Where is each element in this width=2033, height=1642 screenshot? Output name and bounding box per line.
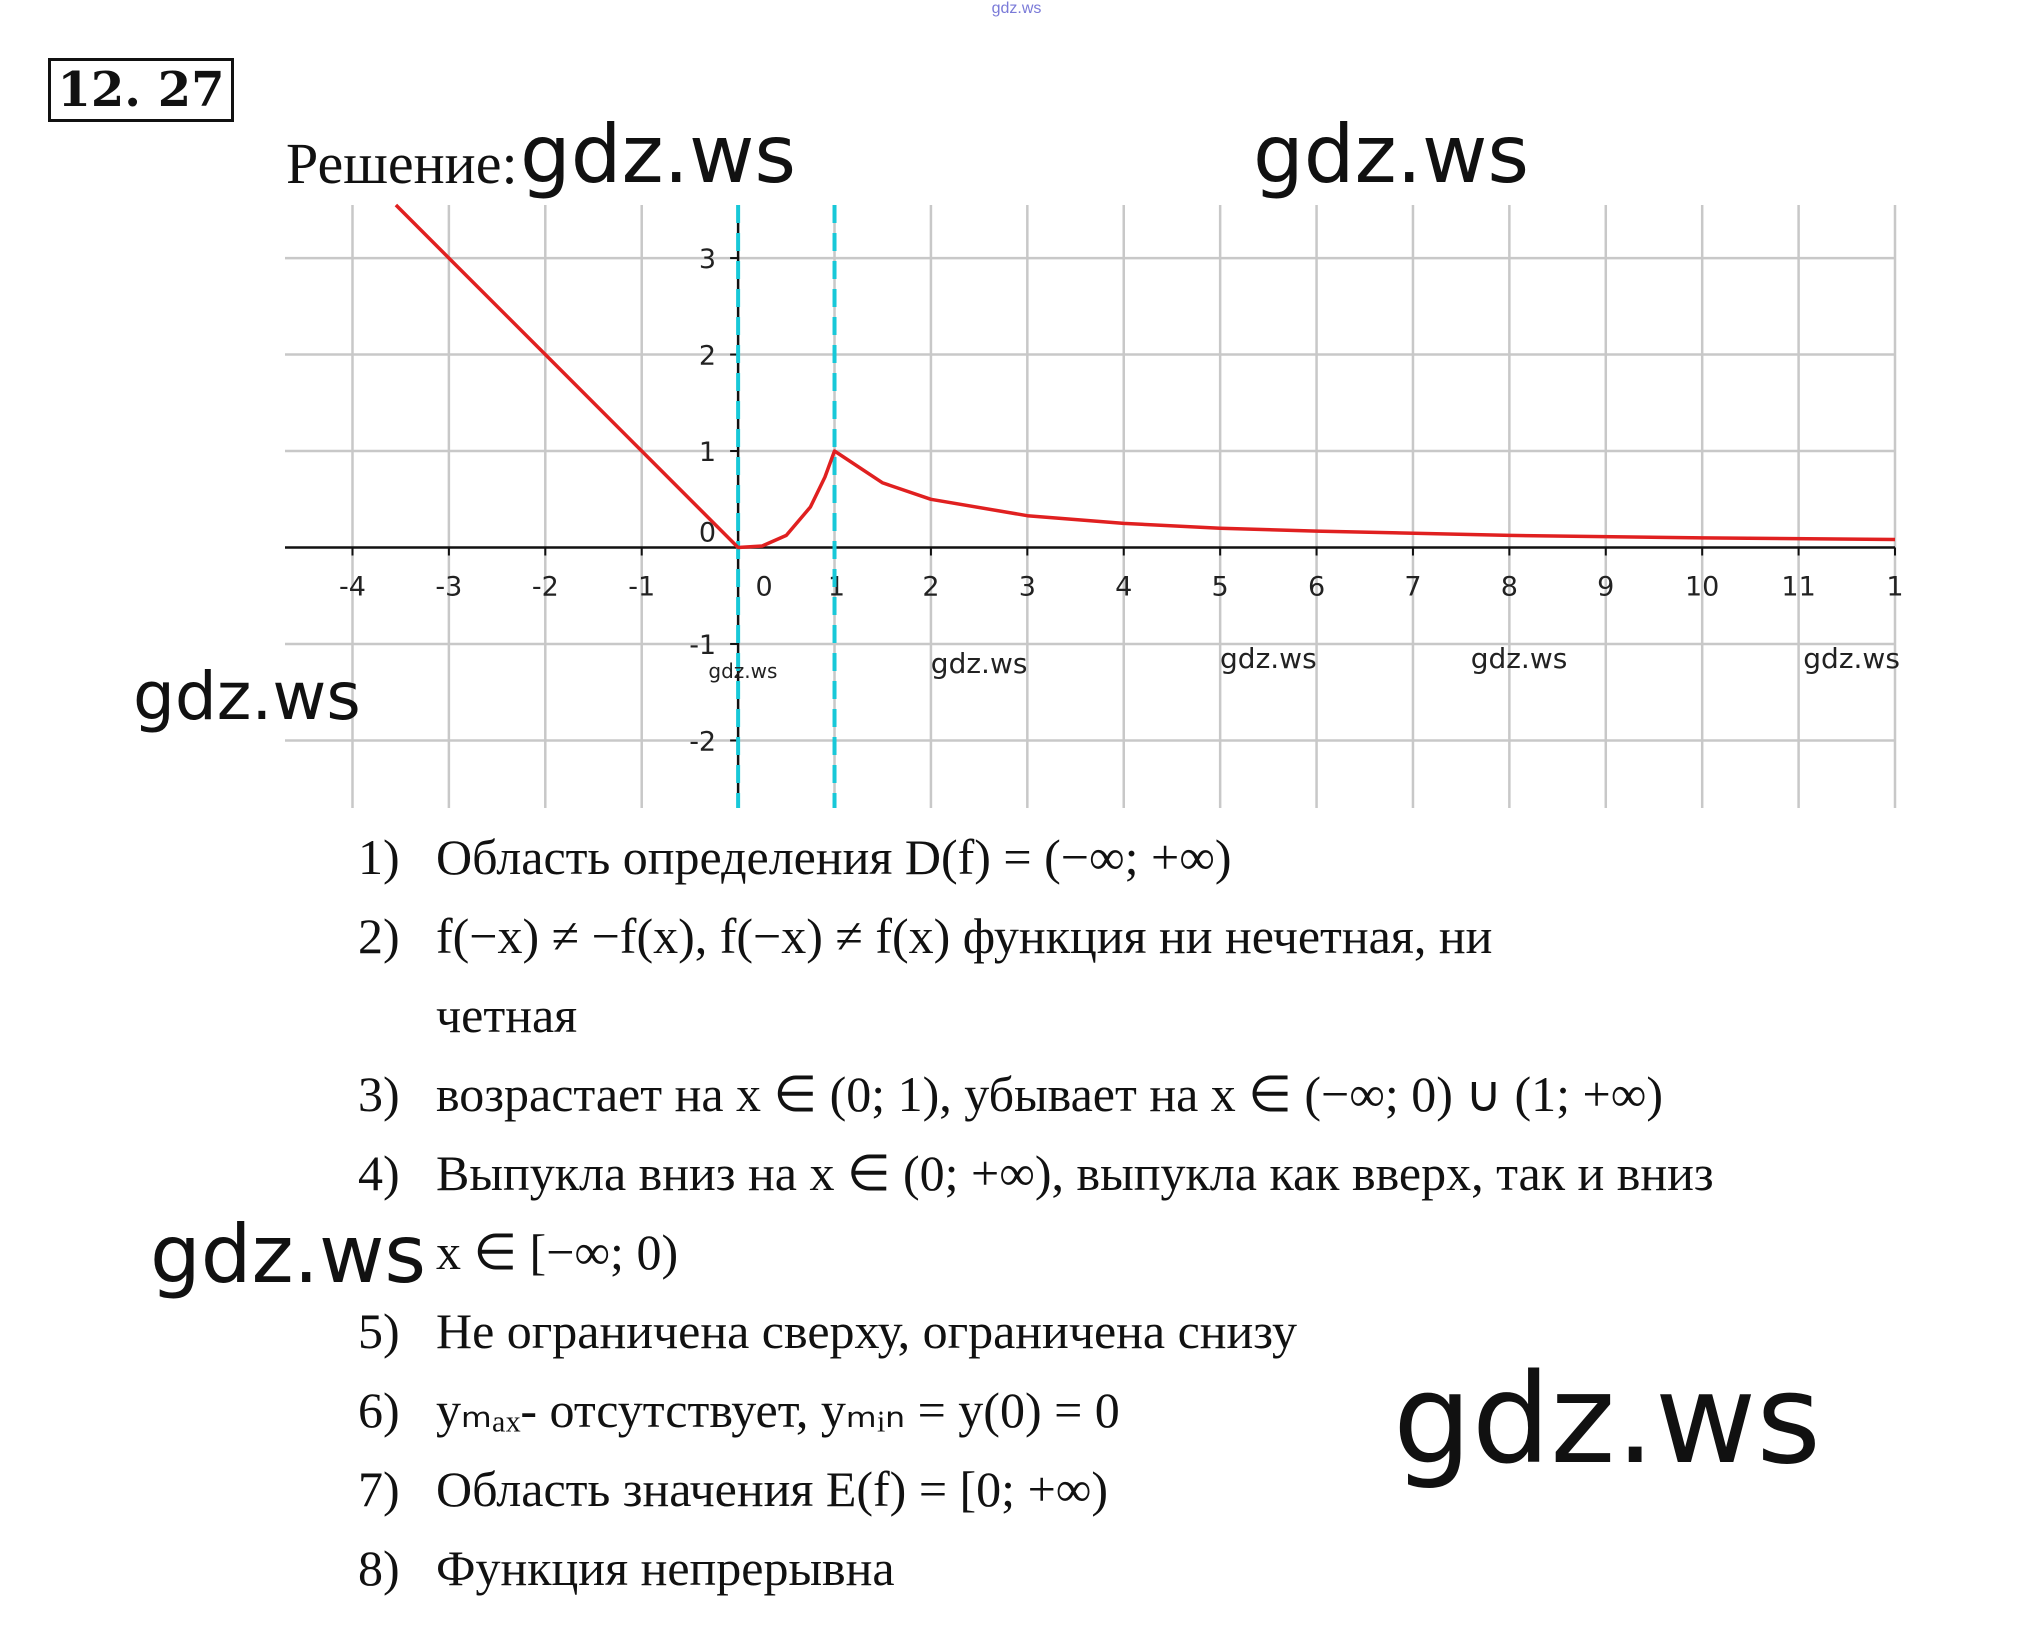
x-tick-label: -1	[628, 572, 655, 603]
list-item: 6) yₘₐₓ- отсутствует, yₘᵢₙ = y(0) = 0	[358, 1371, 1714, 1450]
list-item: 2) f(−x) ≠ −f(x), f(−x) ≠ f(x) функция н…	[358, 897, 1714, 1055]
item-text: Область определения D(f) = (−∞; +∞)	[436, 829, 1232, 885]
list-item: 8) Функция непрерывна	[358, 1529, 1714, 1608]
item-number: 8)	[358, 1540, 400, 1596]
watermark: gdz.ws	[1393, 1348, 1821, 1492]
item-text: yₘₐₓ- отсутствует, yₘᵢₙ = y(0) = 0	[436, 1382, 1120, 1438]
watermark: gdz.ws	[520, 108, 797, 201]
x-tick-label: 1	[828, 572, 845, 603]
item-number: 1)	[358, 829, 400, 885]
y-tick-label: 3	[699, 244, 716, 275]
x-tick-label: -4	[339, 572, 366, 603]
item-number: 4)	[358, 1145, 400, 1201]
x-tick-label: 8	[1501, 572, 1518, 603]
chart-watermark: gdz.ws	[1471, 642, 1568, 675]
list-item: 5) Не ограничена сверху, ограничена сниз…	[358, 1292, 1714, 1371]
item-text: Выпукла вниз на x ∈ (0; +∞), выпукла как…	[436, 1145, 1714, 1201]
x-tick-label: 3	[1019, 572, 1036, 603]
x-tick-label: 1	[1886, 572, 1903, 603]
item-text: Область значения E(f) = [0; +∞)	[436, 1461, 1109, 1517]
chart-watermark: gdz.ws	[931, 647, 1028, 680]
x-tick-label: 6	[1308, 572, 1325, 603]
item-number: 2)	[358, 908, 400, 964]
y-tick-label: 0	[699, 518, 716, 549]
y-tick-label: 1	[699, 437, 716, 468]
x-tick-label: 2	[922, 572, 939, 603]
watermark: gdz.ws	[133, 658, 361, 735]
x-tick-label: 7	[1404, 572, 1421, 603]
y-tick-label: -1	[689, 630, 716, 661]
item-text: Функция непрерывна	[436, 1540, 895, 1596]
top-watermark: gdz.ws	[991, 0, 1042, 17]
list-item: 7) Область значения E(f) = [0; +∞)	[358, 1450, 1714, 1529]
x-tick-label: 0	[756, 572, 773, 603]
y-tick-label: -2	[689, 726, 716, 757]
item-text: Не ограничена сверху, ограничена снизу	[436, 1303, 1298, 1359]
watermark: gdz.ws	[1253, 108, 1530, 201]
item-text-continuation: x ∈ [−∞; 0)	[436, 1224, 679, 1280]
function-curve	[394, 203, 1896, 550]
watermark: gdz.ws	[150, 1208, 427, 1301]
chart-watermark: gdz.ws	[708, 659, 777, 683]
item-number: 5)	[358, 1303, 400, 1359]
chart-watermark: gdz.ws	[1803, 642, 1900, 675]
item-number: 3)	[358, 1066, 400, 1122]
list-item: 1) Область определения D(f) = (−∞; +∞)	[358, 818, 1714, 897]
x-tick-label: -2	[532, 572, 559, 603]
list-item: 3) возрастает на x ∈ (0; 1), убывает на …	[358, 1055, 1714, 1134]
item-number: 6)	[358, 1382, 400, 1438]
x-tick-label: -3	[435, 572, 462, 603]
item-text: возрастает на x ∈ (0; 1), убывает на x ∈…	[436, 1066, 1664, 1122]
problem-number-box: 12. 27	[48, 58, 234, 122]
x-tick-label: 10	[1685, 572, 1719, 603]
chart-watermark: gdz.ws	[1220, 642, 1317, 675]
item-text-continuation: четная	[436, 987, 578, 1043]
y-tick-label: 2	[699, 341, 716, 372]
list-item: 4) Выпукла вниз на x ∈ (0; +∞), выпукла …	[358, 1134, 1714, 1292]
item-number: 7)	[358, 1461, 400, 1517]
properties-list: 1) Область определения D(f) = (−∞; +∞) 2…	[358, 818, 1714, 1608]
x-tick-label: 9	[1597, 572, 1614, 603]
item-text: f(−x) ≠ −f(x), f(−x) ≠ f(x) функция ни н…	[436, 908, 1493, 964]
x-tick-label: 11	[1781, 572, 1815, 603]
x-tick-label: 5	[1212, 572, 1229, 603]
x-tick-label: 4	[1115, 572, 1132, 603]
solution-label: Решение:	[286, 131, 518, 196]
